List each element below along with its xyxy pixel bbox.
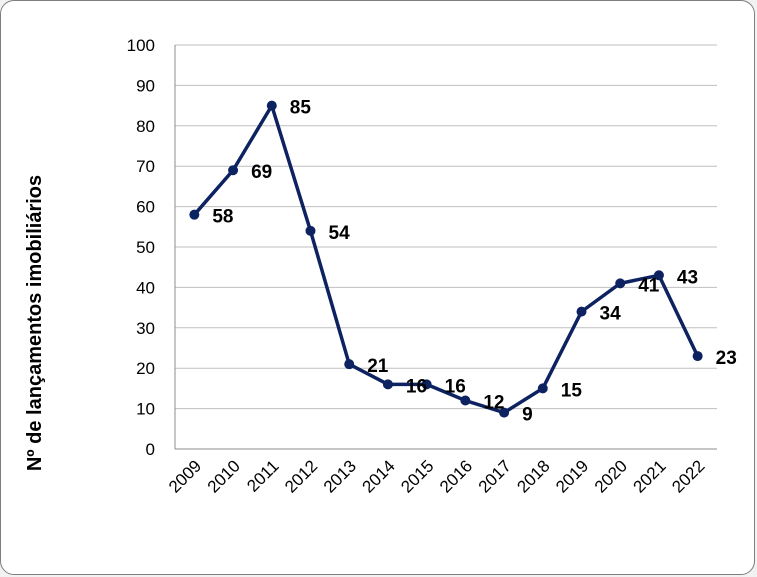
- y-tick-label: 0: [146, 440, 155, 459]
- data-label: 15: [561, 380, 583, 401]
- y-tick-label: 70: [136, 157, 155, 176]
- data-point: [421, 379, 432, 390]
- x-tick-label: 2010: [204, 456, 244, 496]
- data-point: [576, 306, 587, 317]
- y-tick-label: 20: [136, 359, 155, 378]
- data-label: 41: [638, 275, 660, 296]
- data-label: 85: [290, 98, 312, 119]
- y-tick-label: 40: [136, 278, 155, 297]
- data-label: 54: [329, 223, 351, 244]
- x-tick-label: 2014: [359, 456, 399, 496]
- data-point: [266, 100, 277, 111]
- y-tick-label: 30: [136, 319, 155, 338]
- x-tick-label: 2016: [436, 456, 476, 496]
- data-label: 12: [483, 393, 504, 414]
- data-label: 58: [212, 207, 233, 228]
- series-layer: [189, 100, 703, 418]
- x-tick-label: 2020: [591, 456, 631, 496]
- data-label: 16: [406, 376, 427, 397]
- data-labels: 58 69 85 54 21 16 16 12 9 15 34 41 43 23: [212, 98, 736, 426]
- data-point: [460, 395, 471, 406]
- x-tick-label: 2015: [397, 456, 437, 496]
- y-axis-title: Nº de lançamentos imobiliários: [24, 175, 46, 471]
- x-tick-label: 2018: [513, 456, 553, 496]
- data-point: [305, 225, 316, 236]
- y-tick-label: 50: [136, 238, 155, 257]
- data-point: [692, 351, 703, 362]
- data-point: [228, 165, 239, 176]
- data-label: 43: [677, 267, 698, 288]
- data-point: [344, 359, 355, 370]
- data-label: 21: [367, 356, 389, 377]
- data-label: 16: [445, 376, 466, 397]
- x-tick-label: 2011: [243, 456, 282, 495]
- data-label: 9: [522, 405, 533, 426]
- data-point: [189, 209, 200, 220]
- y-tick-label: 10: [136, 400, 155, 419]
- data-point: [382, 379, 393, 390]
- data-label: 69: [251, 162, 272, 183]
- gridlines: [174, 44, 717, 450]
- y-tick-label: 100: [127, 36, 155, 55]
- series-line: [193, 103, 700, 415]
- data-point: [499, 407, 510, 418]
- y-tick-label: 80: [136, 117, 155, 136]
- x-tick-label: 2022: [668, 456, 708, 496]
- y-tick-label: 60: [136, 198, 155, 217]
- y-tick-label: 90: [136, 76, 155, 95]
- x-tick-label: 2009: [165, 456, 205, 496]
- data-point: [537, 383, 548, 394]
- x-tick-label: 2013: [320, 456, 360, 496]
- data-label: 34: [600, 304, 622, 325]
- x-tick-label: 2017: [475, 456, 515, 496]
- data-point: [615, 278, 626, 289]
- x-tick-label: 2021: [630, 456, 670, 496]
- x-tick-label: 2019: [552, 456, 592, 496]
- x-tick-label: 2012: [281, 456, 321, 496]
- data-point: [653, 270, 664, 281]
- y-axis-ticks: 0 10 20 30 40 50 60 70 80 90 100: [127, 36, 155, 459]
- data-label: 23: [716, 348, 737, 369]
